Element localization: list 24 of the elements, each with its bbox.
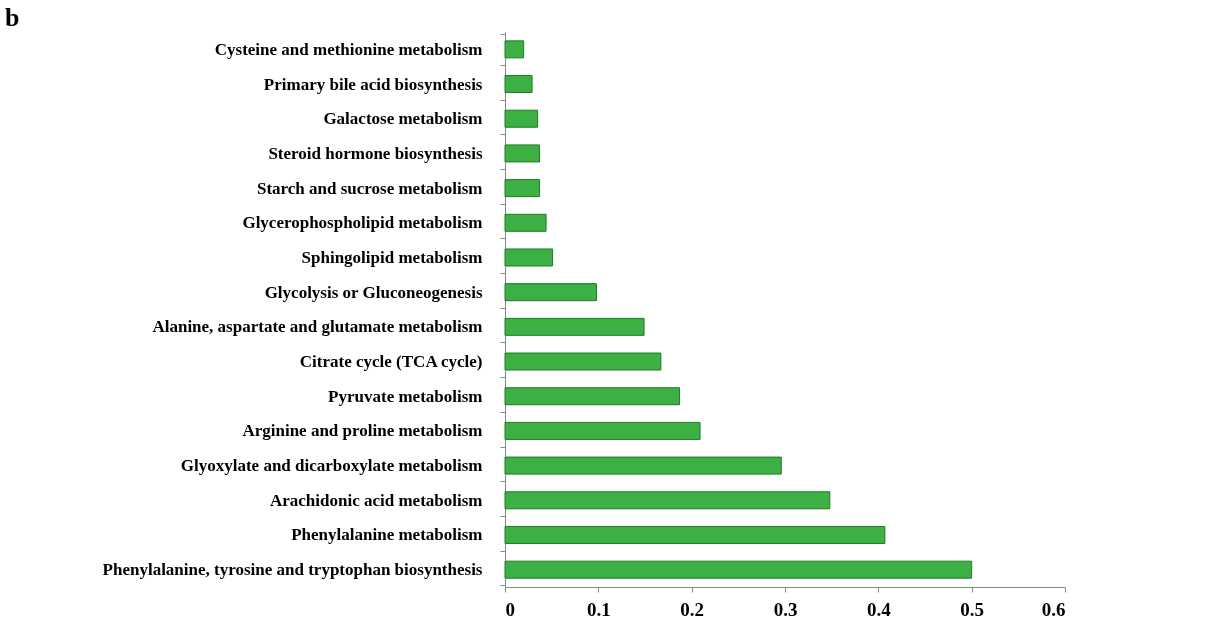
x-tick-label: 0.1 xyxy=(586,598,611,620)
x-tick-label: 0 xyxy=(505,598,515,620)
y-tick-label: Glyoxylate and dicarboxylate metabolism xyxy=(180,456,483,476)
x-tick-label: 0.3 xyxy=(773,598,798,620)
y-tick-label: Phenylalanine metabolism xyxy=(291,525,483,545)
x-tick-label: 0.5 xyxy=(960,598,985,620)
y-tick-label: Cysteine and methionine metabolism xyxy=(214,39,483,59)
text: b xyxy=(5,3,20,32)
y-tick-label: Glycolysis or Gluconeogenesis xyxy=(264,282,483,302)
x-tick-label: 0.6 xyxy=(1041,598,1066,620)
y-tick-label: Steroid hormone biosynthesis xyxy=(268,143,483,163)
y-tick-label: Arachidonic acid metabolism xyxy=(270,490,483,510)
y-tick-label: Starch and sucrose metabolism xyxy=(256,178,483,198)
x-tick-label: 0.4 xyxy=(866,598,892,620)
y-tick-label: Phenylalanine, tyrosine and tryptophan biosynthesis xyxy=(102,560,483,580)
y-tick-label: Alanine, aspartate and glutamate metabolism xyxy=(152,317,483,337)
y-tick-label: Pyruvate metabolism xyxy=(328,386,483,406)
y-tick-label: Galactose metabolism xyxy=(323,109,483,129)
y-tick-label: Citrate cycle (TCA cycle) xyxy=(299,352,483,372)
y-tick-label: Sphingolipid metabolism xyxy=(301,247,483,267)
x-tick-label: 0.2 xyxy=(680,598,705,620)
y-tick-label: Primary bile acid biosynthesis xyxy=(263,74,483,94)
y-tick-label: Glycerophospholipid metabolism xyxy=(242,213,483,233)
y-tick-label: Arginine and proline metabolism xyxy=(242,421,483,441)
